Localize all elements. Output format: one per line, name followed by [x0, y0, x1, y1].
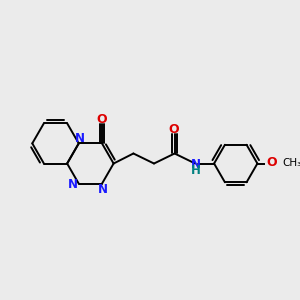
Text: H: H [191, 164, 201, 177]
Text: N: N [75, 132, 85, 145]
Text: O: O [169, 123, 179, 136]
Text: N: N [68, 178, 78, 191]
Text: O: O [266, 157, 277, 169]
Text: O: O [97, 113, 107, 126]
Text: N: N [191, 158, 201, 170]
Text: N: N [98, 183, 108, 196]
Text: CH₃: CH₃ [282, 158, 300, 168]
